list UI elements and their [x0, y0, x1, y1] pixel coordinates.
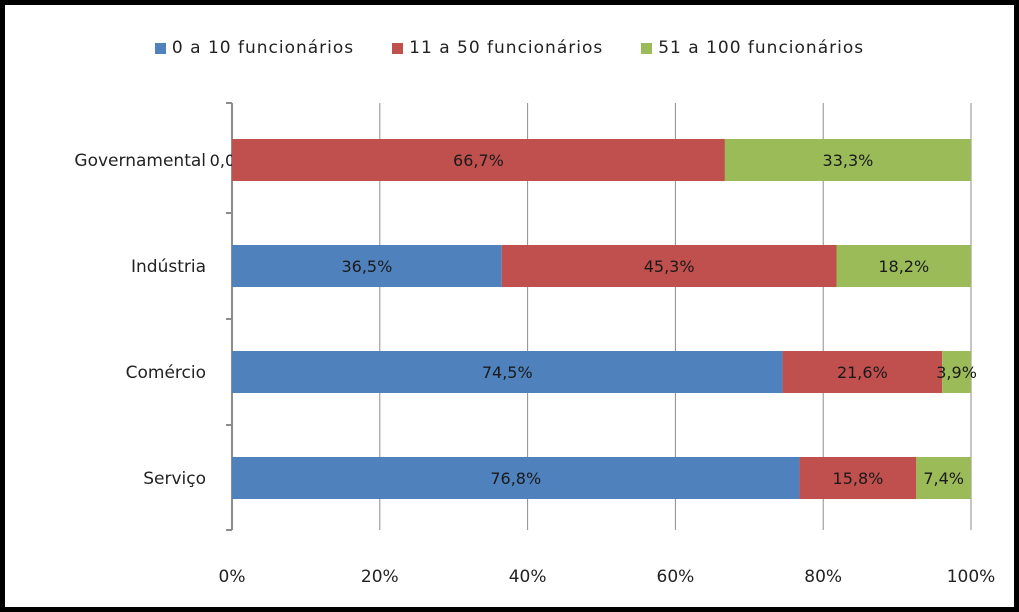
category-label: Governamental — [74, 151, 206, 171]
data-label: 33,3% — [823, 151, 874, 170]
x-tick-label: 40% — [509, 567, 547, 587]
data-label: 36,5% — [341, 257, 392, 276]
x-tick-label: 80% — [804, 567, 842, 587]
legend-item-51-100: 51 a 100 funcionários — [641, 38, 864, 58]
bar-segment — [916, 457, 971, 499]
category-label: Comércio — [126, 363, 206, 383]
bar-segment — [232, 245, 502, 287]
category-label: Serviço — [143, 469, 206, 489]
bar-segment — [942, 351, 971, 393]
data-label: 18,2% — [878, 257, 929, 276]
data-label: 66,7% — [453, 151, 504, 170]
data-label: 15,8% — [833, 469, 884, 488]
legend-swatch-51-100 — [641, 42, 653, 54]
legend-label-51-100: 51 a 100 funcionários — [658, 38, 865, 58]
x-tick-label: 0% — [219, 567, 246, 587]
x-tick-label: 100% — [947, 567, 996, 587]
legend-label-11-50: 11 a 50 funcionários — [409, 38, 604, 58]
legend-item-11-50: 11 a 50 funcionários — [392, 38, 603, 58]
bar-segment — [724, 139, 971, 181]
data-label: 74,5% — [482, 363, 533, 382]
legend-label-0-10: 0 a 10 funcionários — [171, 38, 355, 58]
bar-segment — [232, 139, 725, 181]
data-label: 76,8% — [490, 469, 541, 488]
legend: 0 a 10 funcionários 11 a 50 funcionários… — [0, 38, 1019, 58]
x-tick-label: 20% — [361, 567, 399, 587]
bar-segment — [232, 457, 800, 499]
legend-swatch-0-10 — [154, 42, 166, 54]
bar-segment — [836, 245, 971, 287]
bar-segment — [232, 351, 783, 393]
bar-segment — [799, 457, 917, 499]
data-label: 45,3% — [644, 257, 695, 276]
category-label: Indústria — [131, 257, 206, 277]
legend-item-0-10: 0 a 10 funcionários — [154, 38, 355, 58]
bar-segment — [501, 245, 837, 287]
x-tick-label: 60% — [657, 567, 695, 587]
data-label: 3,9% — [936, 363, 977, 382]
data-label: 7,4% — [923, 469, 964, 488]
data-label: 21,6% — [837, 363, 888, 382]
legend-swatch-11-50 — [392, 42, 404, 54]
bar-segment — [782, 351, 943, 393]
